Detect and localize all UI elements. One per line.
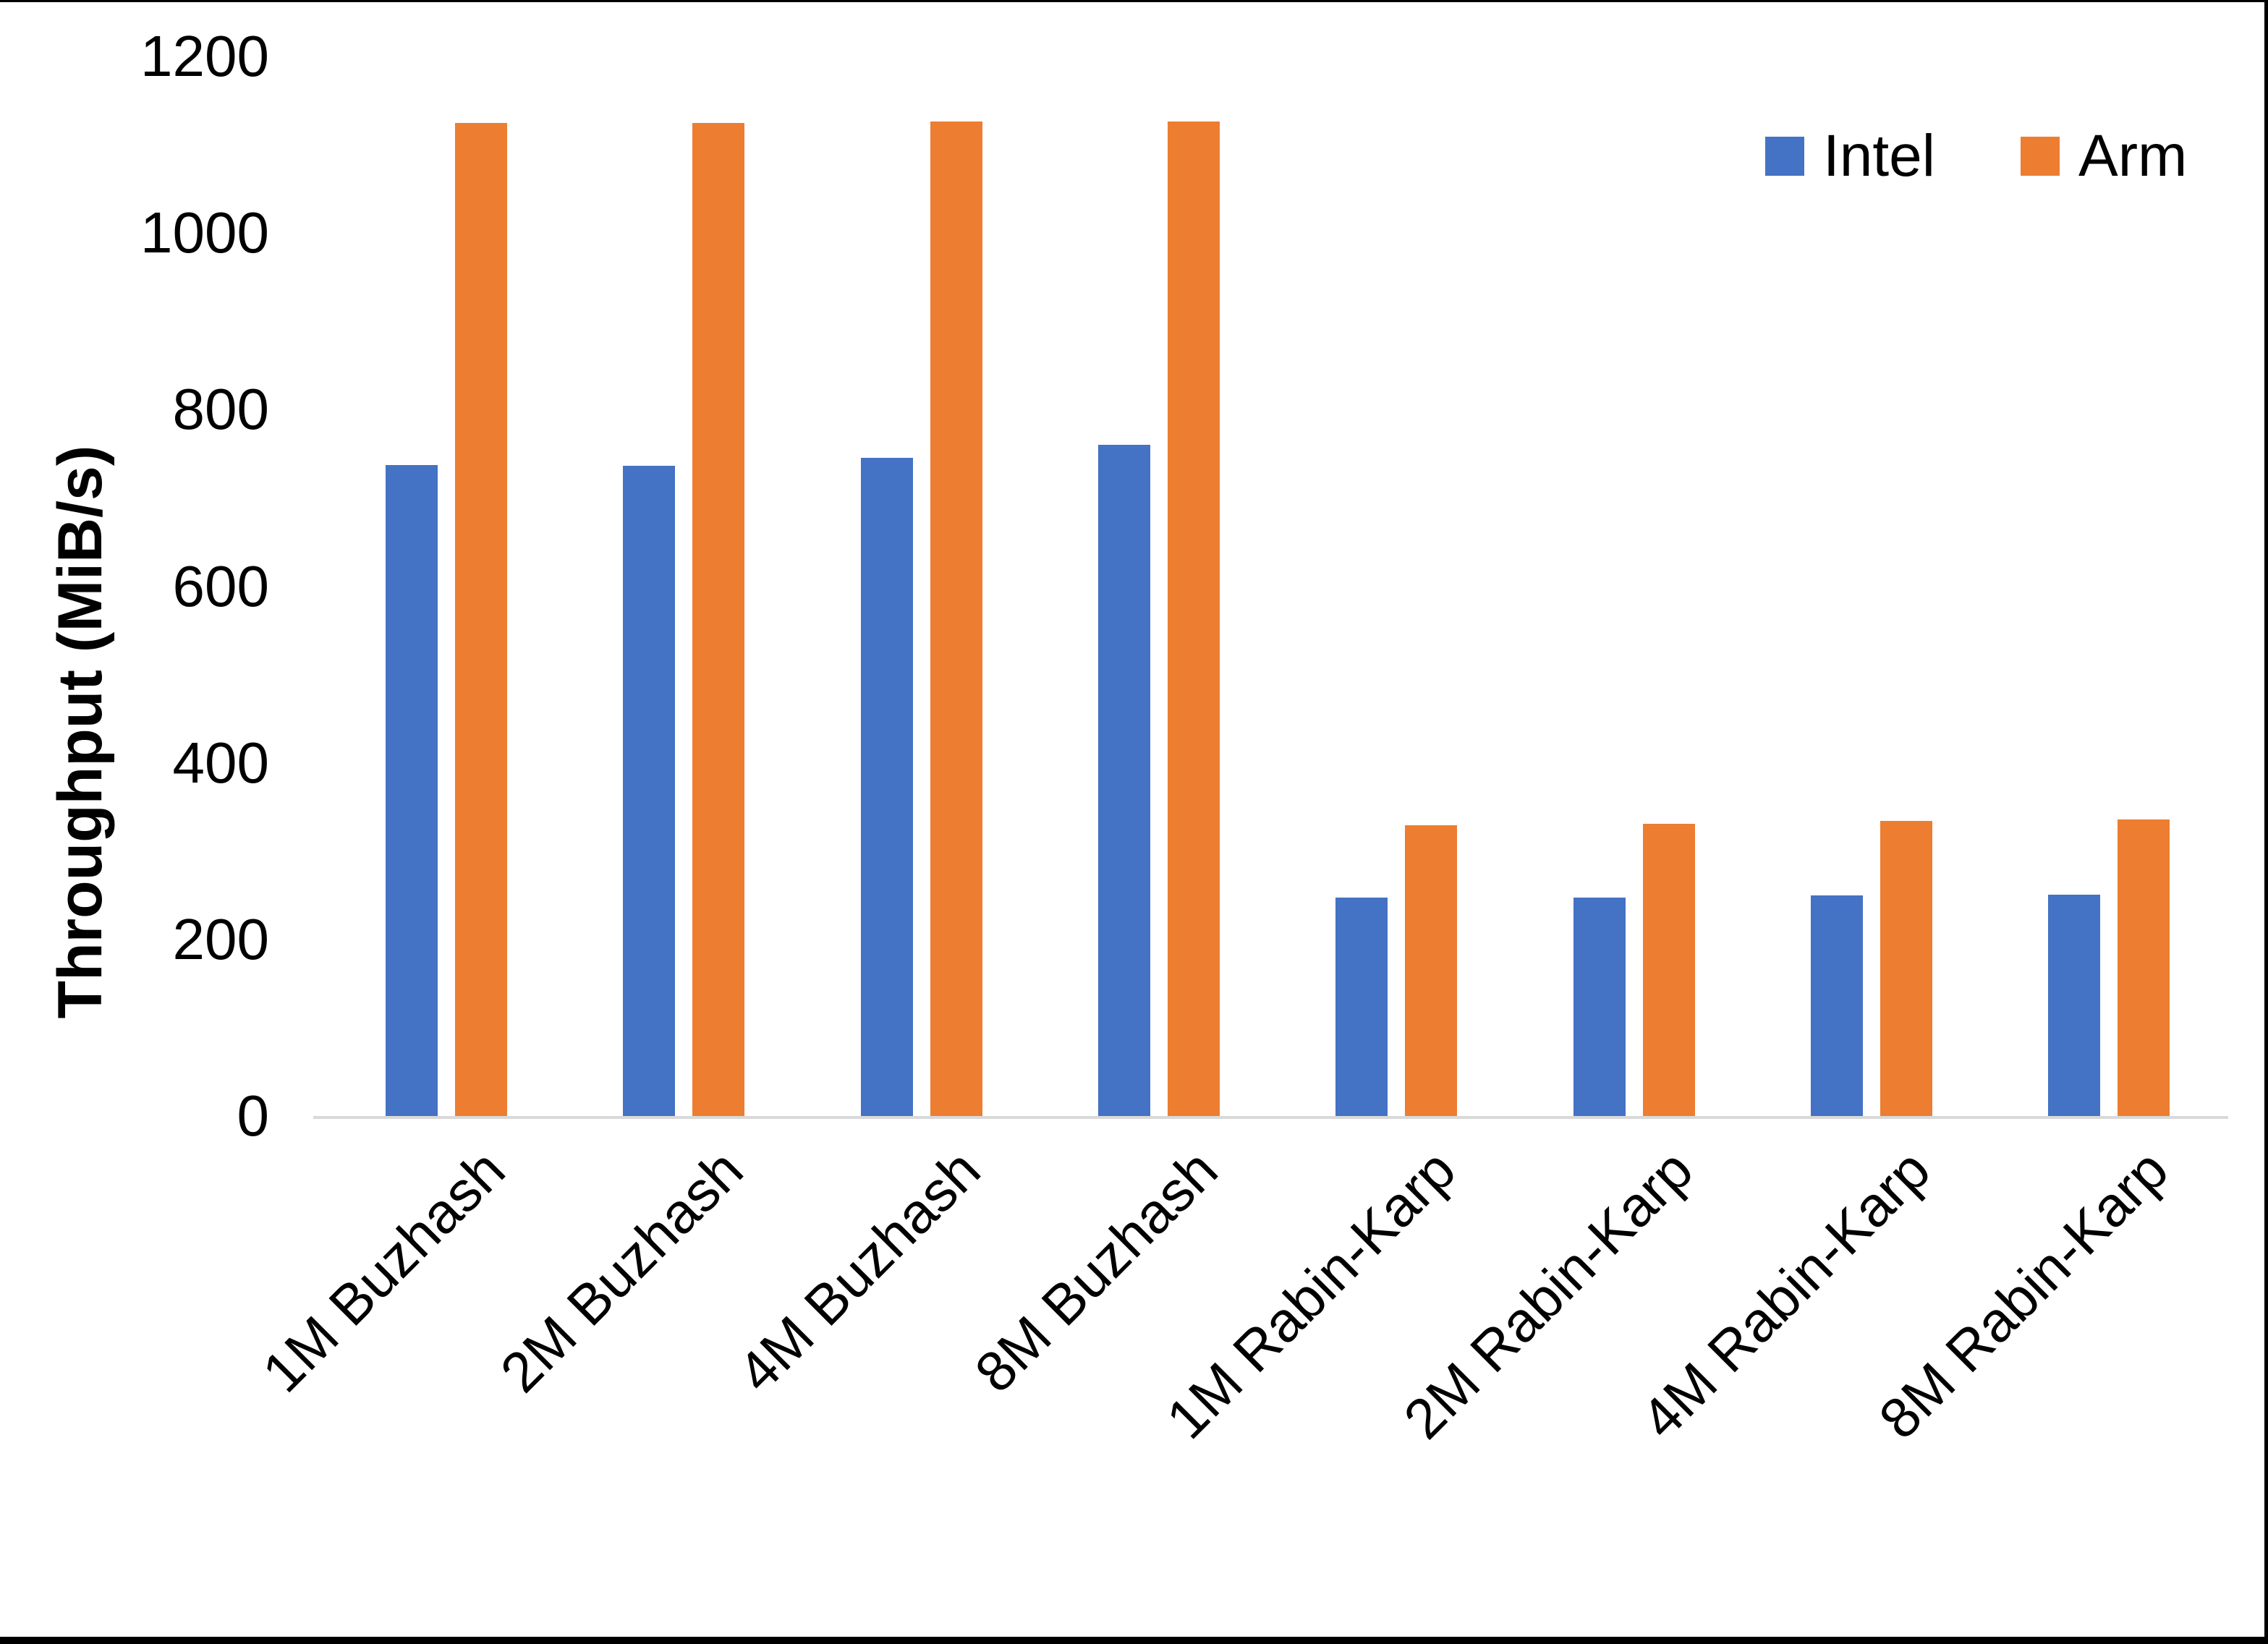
y-tick-label-600: 600 [172, 553, 269, 618]
bar-intel-4m-buzhash [860, 458, 913, 1116]
page-border-bottom [0, 1637, 2268, 1644]
legend-label-intel: Intel [1823, 123, 1935, 189]
bar-intel-2m-rabin-karp [1573, 898, 1626, 1116]
legend-swatch-arm [2021, 137, 2060, 176]
bar-intel-2m-buzhash [623, 466, 676, 1116]
page-border-top [0, 0, 2268, 2]
bar-arm-2m-buzhash [692, 122, 745, 1116]
bar-arm-8m-buzhash [1167, 122, 1220, 1116]
bar-arm-2m-rabin-karp [1642, 823, 1695, 1116]
y-tick-label-1000: 1000 [140, 200, 269, 265]
legend-swatch-intel [1765, 137, 1804, 176]
y-tick-label-0: 0 [237, 1083, 270, 1148]
bar-intel-8m-buzhash [1097, 445, 1150, 1116]
x-axis-line [313, 1116, 2228, 1119]
legend-label-arm: Arm [2078, 123, 2188, 189]
bar-arm-1m-rabin-karp [1405, 825, 1458, 1116]
bar-intel-1m-rabin-karp [1335, 898, 1388, 1116]
bar-arm-8m-rabin-karp [2118, 819, 2170, 1116]
legend: Intel Arm [1765, 123, 2187, 189]
bar-intel-4m-rabin-karp [1810, 895, 1863, 1116]
y-tick-label-400: 400 [172, 730, 269, 795]
x-category-label-2m-buzhash: 2M Buzhash [488, 1137, 755, 1405]
bar-arm-4m-rabin-karp [1880, 821, 1932, 1116]
bar-intel-1m-buzhash [386, 465, 438, 1116]
x-category-label-8m-buzhash: 8M Buzhash [963, 1137, 1230, 1405]
x-category-label-1m-buzhash: 1M Buzhash [250, 1137, 517, 1405]
x-category-label-4m-buzhash: 4M Buzhash [725, 1137, 993, 1405]
page-border-right [2264, 0, 2268, 1644]
bar-arm-4m-buzhash [930, 122, 982, 1116]
legend-item-intel: Intel [1765, 123, 1935, 189]
y-tick-label-800: 800 [172, 377, 269, 442]
y-tick-label-200: 200 [172, 906, 269, 971]
bar-intel-8m-rabin-karp [2048, 894, 2101, 1116]
bar-arm-1m-buzhash [455, 122, 507, 1116]
y-tick-label-1200: 1200 [140, 24, 269, 88]
legend-item-arm: Arm [2021, 123, 2187, 189]
